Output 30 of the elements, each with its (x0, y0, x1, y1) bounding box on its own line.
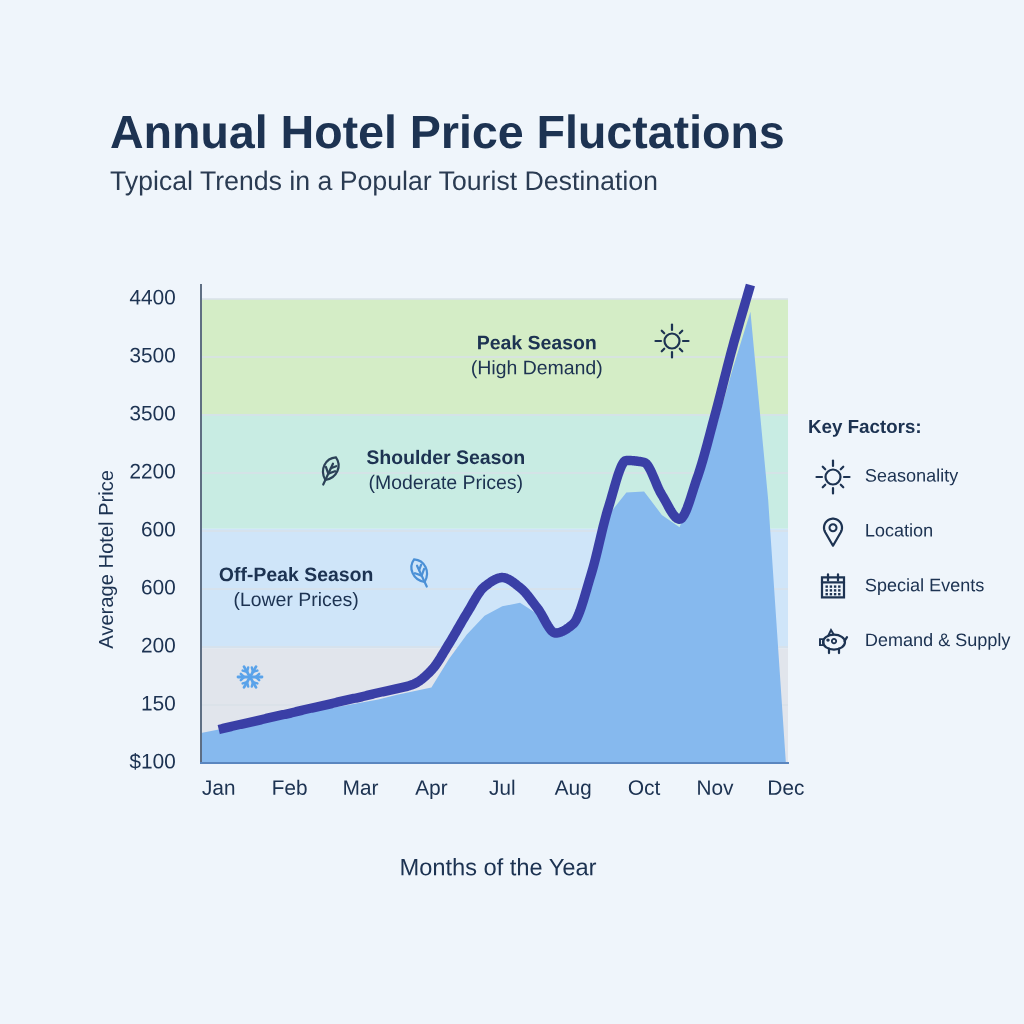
chart-subtitle: Typical Trends in a Popular Tourist Destination (110, 170, 657, 196)
x-tick-label: Aug (554, 780, 591, 800)
x-tick-label: Feb (273, 779, 307, 795)
text: Key Factors: (809, 420, 920, 437)
x-tick-label: Jan (202, 780, 235, 795)
x-tick-label: Oct (628, 780, 661, 795)
band-label: Shoulder Season (Moderate Prices) (366, 449, 524, 493)
band-label: Peak Season (High Demand) (472, 335, 602, 379)
text: 4400 (129, 289, 175, 305)
text: 150 (142, 695, 175, 711)
text: 2200 (130, 463, 175, 479)
x-tick-label: Mar (344, 780, 379, 795)
x-tick-label: Dec (769, 780, 804, 795)
band-label: Off-Peak Season (Lower Prices) (219, 566, 373, 611)
text: 600 (142, 521, 175, 537)
text: 200 (142, 637, 175, 653)
text: Seasonality (865, 468, 959, 486)
text: $100 (129, 752, 175, 770)
x-tick-label: Jul (489, 779, 515, 795)
text: 3500 (130, 405, 175, 421)
y-axis-title: Average Hotel Price (98, 470, 118, 649)
text: Demand & Supply (866, 632, 1011, 650)
x-tick-label: Nov (698, 780, 734, 795)
text: 600 (142, 579, 175, 595)
x-tick-label: Apr (415, 780, 448, 800)
text: 3500 (130, 347, 175, 363)
text: Location (866, 523, 932, 537)
text: Special Events (865, 578, 984, 595)
x-axis-title: Months of the Year (401, 858, 597, 876)
chart-title: Annual Hotel Price Fluctations (111, 114, 783, 149)
